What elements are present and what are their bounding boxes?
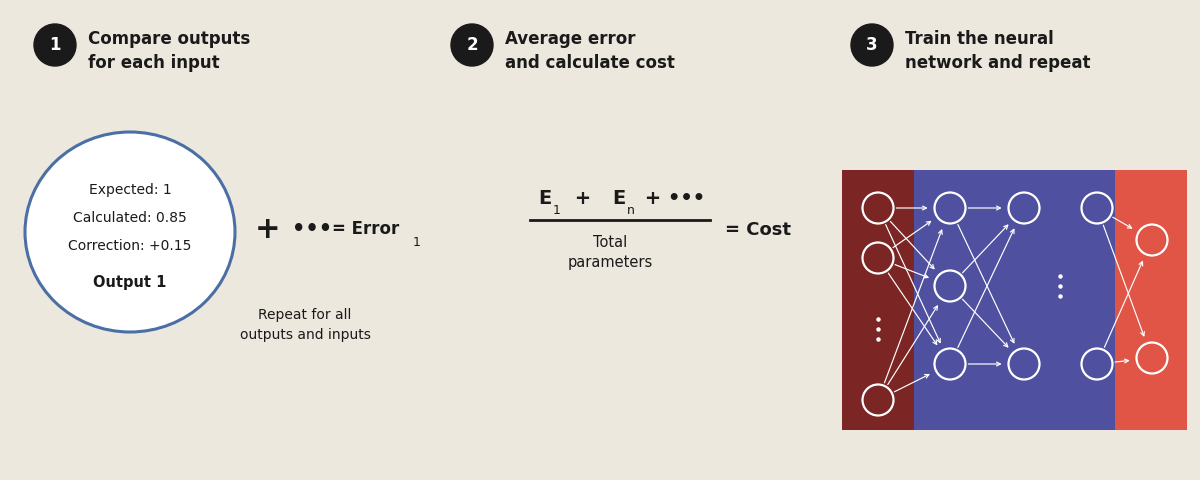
Text: E: E — [538, 189, 551, 207]
Text: E: E — [612, 189, 625, 207]
Text: Train the neural
network and repeat: Train the neural network and repeat — [905, 30, 1091, 72]
Text: n: n — [628, 204, 635, 216]
Text: 1: 1 — [553, 204, 560, 216]
Text: = Cost: = Cost — [725, 221, 791, 239]
Text: Repeat for all
outputs and inputs: Repeat for all outputs and inputs — [240, 308, 371, 341]
Circle shape — [34, 24, 76, 66]
Text: 1: 1 — [49, 36, 61, 54]
Text: Average error
and calculate cost: Average error and calculate cost — [505, 30, 674, 72]
Text: Expected: 1: Expected: 1 — [89, 183, 172, 197]
Circle shape — [451, 24, 493, 66]
Text: +: + — [254, 215, 281, 243]
Text: Compare outputs
for each input: Compare outputs for each input — [88, 30, 251, 72]
Text: = Error: = Error — [332, 220, 400, 238]
Text: Calculated: 0.85: Calculated: 0.85 — [73, 211, 187, 225]
Text: + •••: + ••• — [638, 189, 706, 207]
Bar — [842, 170, 914, 430]
Text: Output 1: Output 1 — [94, 275, 167, 289]
Circle shape — [851, 24, 893, 66]
Text: Correction: +0.15: Correction: +0.15 — [68, 239, 192, 253]
Bar — [1115, 170, 1187, 430]
Text: +: + — [568, 189, 598, 207]
Text: 1: 1 — [413, 236, 421, 249]
Ellipse shape — [25, 132, 235, 332]
Text: •••: ••• — [292, 219, 332, 239]
Text: Total
parameters: Total parameters — [568, 235, 653, 270]
Text: 3: 3 — [866, 36, 878, 54]
Text: 2: 2 — [466, 36, 478, 54]
Bar — [842, 170, 1187, 430]
